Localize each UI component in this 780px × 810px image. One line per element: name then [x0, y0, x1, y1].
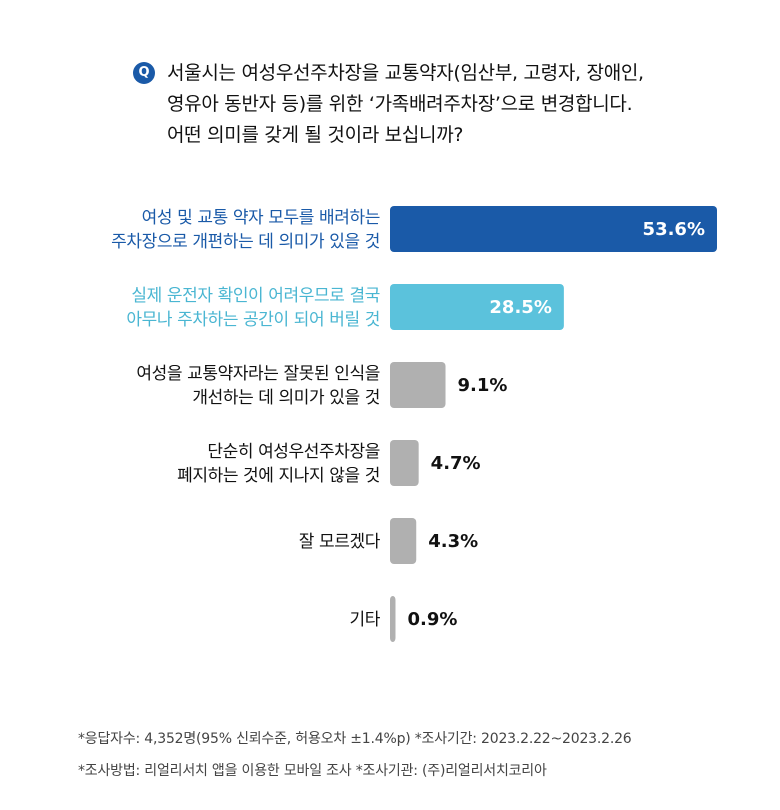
- category-label: 실제 운전자 확인이 어려우므로 결국: [131, 286, 380, 306]
- bar: [390, 206, 717, 252]
- category-label: 개선하는 데 의미가 있을 것: [192, 388, 380, 408]
- question-line: 어떤 의미를 갖게 될 것이라 보십니까?: [167, 124, 464, 146]
- category-label: 여성을 교통약자라는 잘못된 인식을: [136, 364, 380, 384]
- category-label: 잘 모르겠다: [299, 532, 381, 552]
- category-label: 여성 및 교통 약자 모두를 배려하는: [142, 208, 380, 228]
- footnote-respondents: *응답자수: 4,352명(95% 신뢰수준, 허용오차 ±1.4%p) *조사…: [78, 731, 632, 747]
- category-label: 아무나 주차하는 공간이 되어 버릴 것: [126, 310, 380, 330]
- category-label: 주차장으로 개편하는 데 의미가 있을 것: [111, 232, 380, 252]
- value-label: 4.3%: [428, 531, 478, 552]
- category-label: 폐지하는 것에 지나지 않을 것: [177, 466, 380, 486]
- question-text: 서울시는 여성우선주차장을 교통약자(임산부, 고령자, 장애인, 영유아 동반…: [167, 58, 644, 151]
- footnote-method: *조사방법: 리얼리서치 앱을 이용한 모바일 조사 *조사기관: (주)리얼리…: [78, 763, 547, 779]
- category-label: 단순히 여성우선주차장을: [207, 442, 380, 462]
- value-label: 53.6%: [643, 219, 705, 240]
- category-label: 기타: [350, 610, 381, 630]
- bar: [390, 518, 417, 564]
- bar: [390, 440, 419, 486]
- question-line: 영유아 동반자 등)를 위한 ‘가족배려주차장’으로 변경합니다.: [167, 93, 633, 115]
- bar: [390, 596, 396, 642]
- bar: [390, 362, 446, 408]
- value-label: 9.1%: [458, 375, 508, 396]
- question-line: 서울시는 여성우선주차장을 교통약자(임산부, 고령자, 장애인,: [167, 62, 644, 84]
- question-badge: Q: [133, 62, 155, 84]
- value-label: 28.5%: [489, 297, 551, 318]
- value-label: 4.7%: [431, 453, 481, 474]
- value-label: 0.9%: [407, 609, 457, 630]
- bar: [390, 284, 564, 330]
